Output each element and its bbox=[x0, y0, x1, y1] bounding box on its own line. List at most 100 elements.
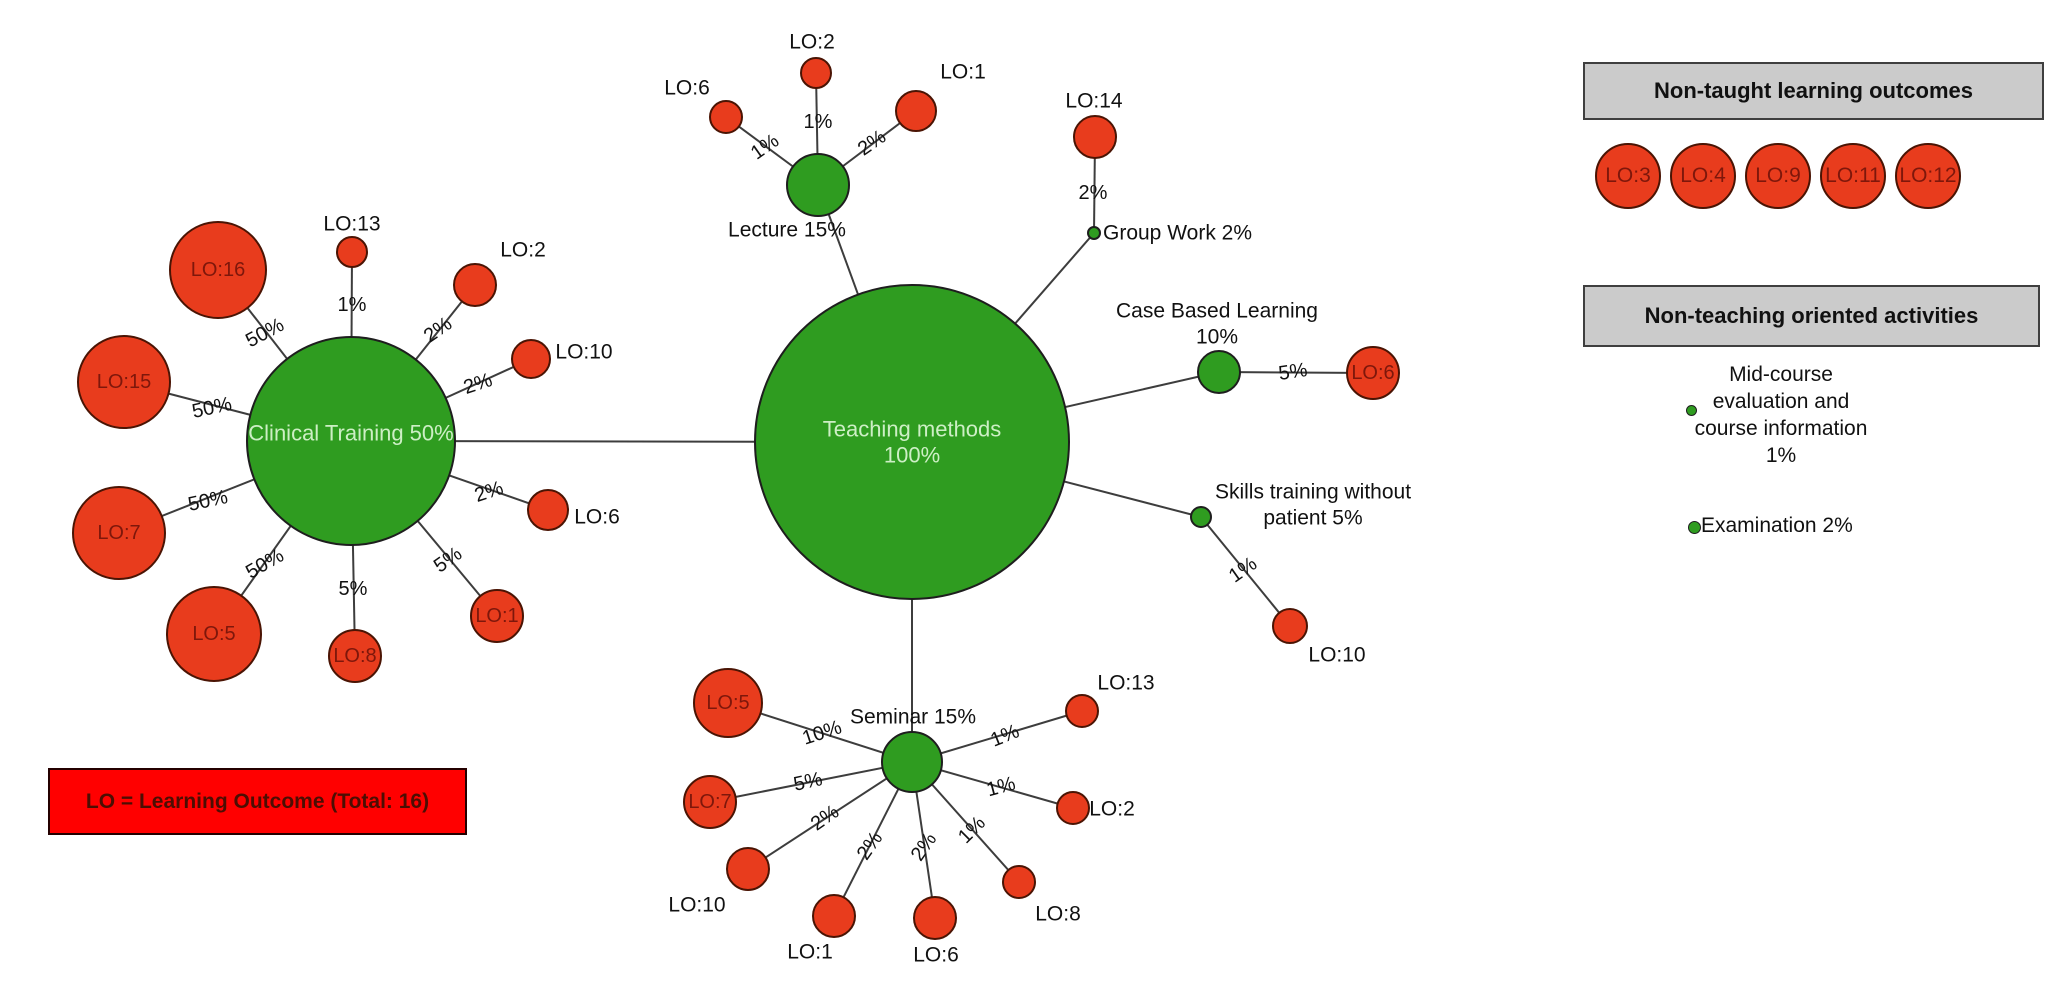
edge-label-clinical-ct_lo6: 2% bbox=[472, 477, 506, 507]
spoke-label-l_lo1: LO:1 bbox=[940, 61, 986, 84]
spoke-label-l_lo6: LO:6 bbox=[664, 77, 710, 100]
spoke-label-ct_lo15: LO:15 bbox=[97, 371, 151, 393]
node-sm_lo7 bbox=[683, 775, 737, 829]
node-sm_lo6 bbox=[913, 896, 957, 940]
spoke-label-sm_lo8: LO:8 bbox=[1035, 903, 1081, 926]
edge-seminar-sm_lo7 bbox=[709, 761, 913, 803]
edge-seminar-sm_lo10 bbox=[747, 761, 913, 870]
node-sm_lo13 bbox=[1065, 694, 1099, 728]
node-ct_lo8 bbox=[328, 629, 382, 683]
node-ct_lo10 bbox=[511, 339, 551, 379]
spoke-label-ct_lo2: LO:2 bbox=[500, 239, 546, 262]
midcourse-line-2: evaluation and bbox=[1712, 390, 1850, 413]
node-ct_lo7 bbox=[72, 486, 166, 580]
node-ct_lo1 bbox=[470, 589, 524, 643]
spoke-label-s_lo10: LO:10 bbox=[1308, 644, 1365, 667]
node-ct_lo6 bbox=[527, 489, 569, 531]
edge-label-seminar-sm_lo13: 1% bbox=[987, 720, 1022, 751]
node-ct_lo2 bbox=[453, 263, 497, 307]
node-ct_lo15 bbox=[77, 335, 171, 429]
node-g_lo14 bbox=[1073, 115, 1117, 159]
hub-label-skills-1: patient 5% bbox=[1263, 507, 1362, 530]
non-taught-outcome-circles: LO:3 LO:4 LO:9 LO:11 LO:12 bbox=[1595, 143, 1970, 209]
spoke-label-c_lo6: LO:6 bbox=[1351, 362, 1394, 384]
edge-label-clinical-ct_lo13: 1% bbox=[338, 294, 367, 316]
examination-label: Examination 2% bbox=[1701, 514, 1853, 537]
spoke-label-ct_lo8: LO:8 bbox=[333, 645, 376, 667]
node-ct_lo16 bbox=[169, 221, 267, 319]
edge-label-groupwork-g_lo14: 2% bbox=[1079, 182, 1108, 204]
edge-label-seminar-sm_lo6: 2% bbox=[907, 829, 942, 865]
edge-label-clinical-ct_lo2: 2% bbox=[420, 313, 456, 348]
node-sm_lo10 bbox=[726, 847, 770, 891]
node-sm_lo1 bbox=[812, 894, 856, 938]
spoke-label-sm_lo13: LO:13 bbox=[1097, 672, 1154, 695]
node-sm_lo8 bbox=[1002, 865, 1036, 899]
node-s_lo10 bbox=[1272, 608, 1308, 644]
spoke-label-ct_lo10: LO:10 bbox=[555, 341, 612, 364]
hub-label-groupwork-0: Group Work 2% bbox=[1103, 222, 1252, 245]
spoke-label-sm_lo10: LO:10 bbox=[668, 894, 725, 917]
midcourse-dot bbox=[1686, 405, 1697, 416]
spoke-label-sm_lo6: LO:6 bbox=[913, 944, 959, 967]
hub-label-lecture-0: Lecture 15% bbox=[728, 219, 846, 242]
hub-label-cbl-1: 10% bbox=[1196, 326, 1238, 349]
non-taught-circle-5: LO:12 bbox=[1895, 143, 1961, 209]
edge-label-seminar-sm_lo2: 1% bbox=[984, 773, 1018, 802]
node-seminar bbox=[881, 731, 943, 793]
legend-non-teaching-title: Non-teaching oriented activities bbox=[1644, 303, 1979, 328]
node-lecture bbox=[786, 153, 850, 217]
spoke-label-sm_lo2: LO:2 bbox=[1089, 798, 1135, 821]
lo-abbreviation-note: LO = Learning Outcome (Total: 16) bbox=[48, 768, 467, 835]
spoke-label-ct_lo13: LO:13 bbox=[323, 213, 380, 236]
node-teaching bbox=[754, 284, 1070, 600]
spoke-label-g_lo14: LO:14 bbox=[1065, 90, 1123, 113]
node-skills bbox=[1190, 506, 1212, 528]
spoke-label-ct_lo7: LO:7 bbox=[97, 522, 140, 544]
spoke-label-sm_lo7: LO:7 bbox=[688, 791, 731, 813]
node-sm_lo2 bbox=[1056, 791, 1090, 825]
node-sm_lo5 bbox=[693, 668, 763, 738]
node-l_lo2 bbox=[800, 57, 832, 89]
examination-dot bbox=[1688, 521, 1701, 534]
edge-label-lecture-l_lo1: 2% bbox=[854, 126, 890, 161]
midcourse-line-3: course information bbox=[1694, 417, 1868, 440]
edge-label-seminar-sm_lo5: 10% bbox=[800, 716, 845, 749]
spoke-label-ct_lo6: LO:6 bbox=[574, 506, 620, 529]
node-clinical bbox=[246, 336, 456, 546]
midcourse-line-4: 1% bbox=[1765, 444, 1797, 467]
non-taught-circle-4: LO:11 bbox=[1820, 143, 1886, 209]
edge-label-cbl-c_lo6: 5% bbox=[1277, 359, 1309, 385]
node-l_lo6 bbox=[709, 100, 743, 134]
hub-label-cbl-0: Case Based Learning bbox=[1116, 300, 1318, 323]
spoke-label-ct_lo16: LO:16 bbox=[191, 259, 245, 281]
edge-label-lecture-l_lo2: 1% bbox=[804, 111, 833, 133]
legend-non-teaching-header: Non-teaching oriented activities bbox=[1583, 285, 2040, 347]
edge-label-skills-s_lo10: 1% bbox=[1225, 553, 1261, 588]
edge-label-clinical-ct_lo8: 5% bbox=[339, 578, 368, 600]
hub-label-clinical-0: Clinical Training 50% bbox=[248, 421, 453, 446]
midcourse-line-1: Mid-course bbox=[1729, 363, 1833, 386]
node-ct_lo5 bbox=[166, 586, 262, 682]
edge-label-lecture-l_lo6: 1% bbox=[747, 130, 783, 165]
hub-label-teaching-0: Teaching methods bbox=[823, 417, 1002, 442]
non-taught-circle-3: LO:9 bbox=[1745, 143, 1811, 209]
spoke-label-l_lo2: LO:2 bbox=[789, 31, 835, 54]
edge-skills-s_lo10 bbox=[1200, 516, 1291, 627]
hub-label-seminar-0: Seminar 15% bbox=[850, 706, 976, 729]
node-c_lo6 bbox=[1346, 346, 1400, 400]
edge-label-clinical-ct_lo5: 50% bbox=[242, 544, 288, 583]
edge-label-clinical-ct_lo7: 50% bbox=[186, 486, 230, 516]
non-taught-circle-2: LO:4 bbox=[1670, 143, 1736, 209]
spoke-label-sm_lo1: LO:1 bbox=[787, 941, 833, 964]
legend-non-taught-title: Non-taught learning outcomes bbox=[1654, 78, 1973, 103]
node-cbl bbox=[1197, 350, 1241, 394]
spoke-label-sm_lo5: LO:5 bbox=[706, 692, 749, 714]
edge-label-clinical-ct_lo16: 50% bbox=[242, 314, 288, 352]
non-taught-circle-1: LO:3 bbox=[1595, 143, 1661, 209]
edge-label-seminar-sm_lo7: 5% bbox=[792, 768, 825, 796]
legend-non-taught-header: Non-taught learning outcomes bbox=[1583, 62, 2044, 120]
hub-label-teaching-1: 100% bbox=[884, 443, 940, 468]
